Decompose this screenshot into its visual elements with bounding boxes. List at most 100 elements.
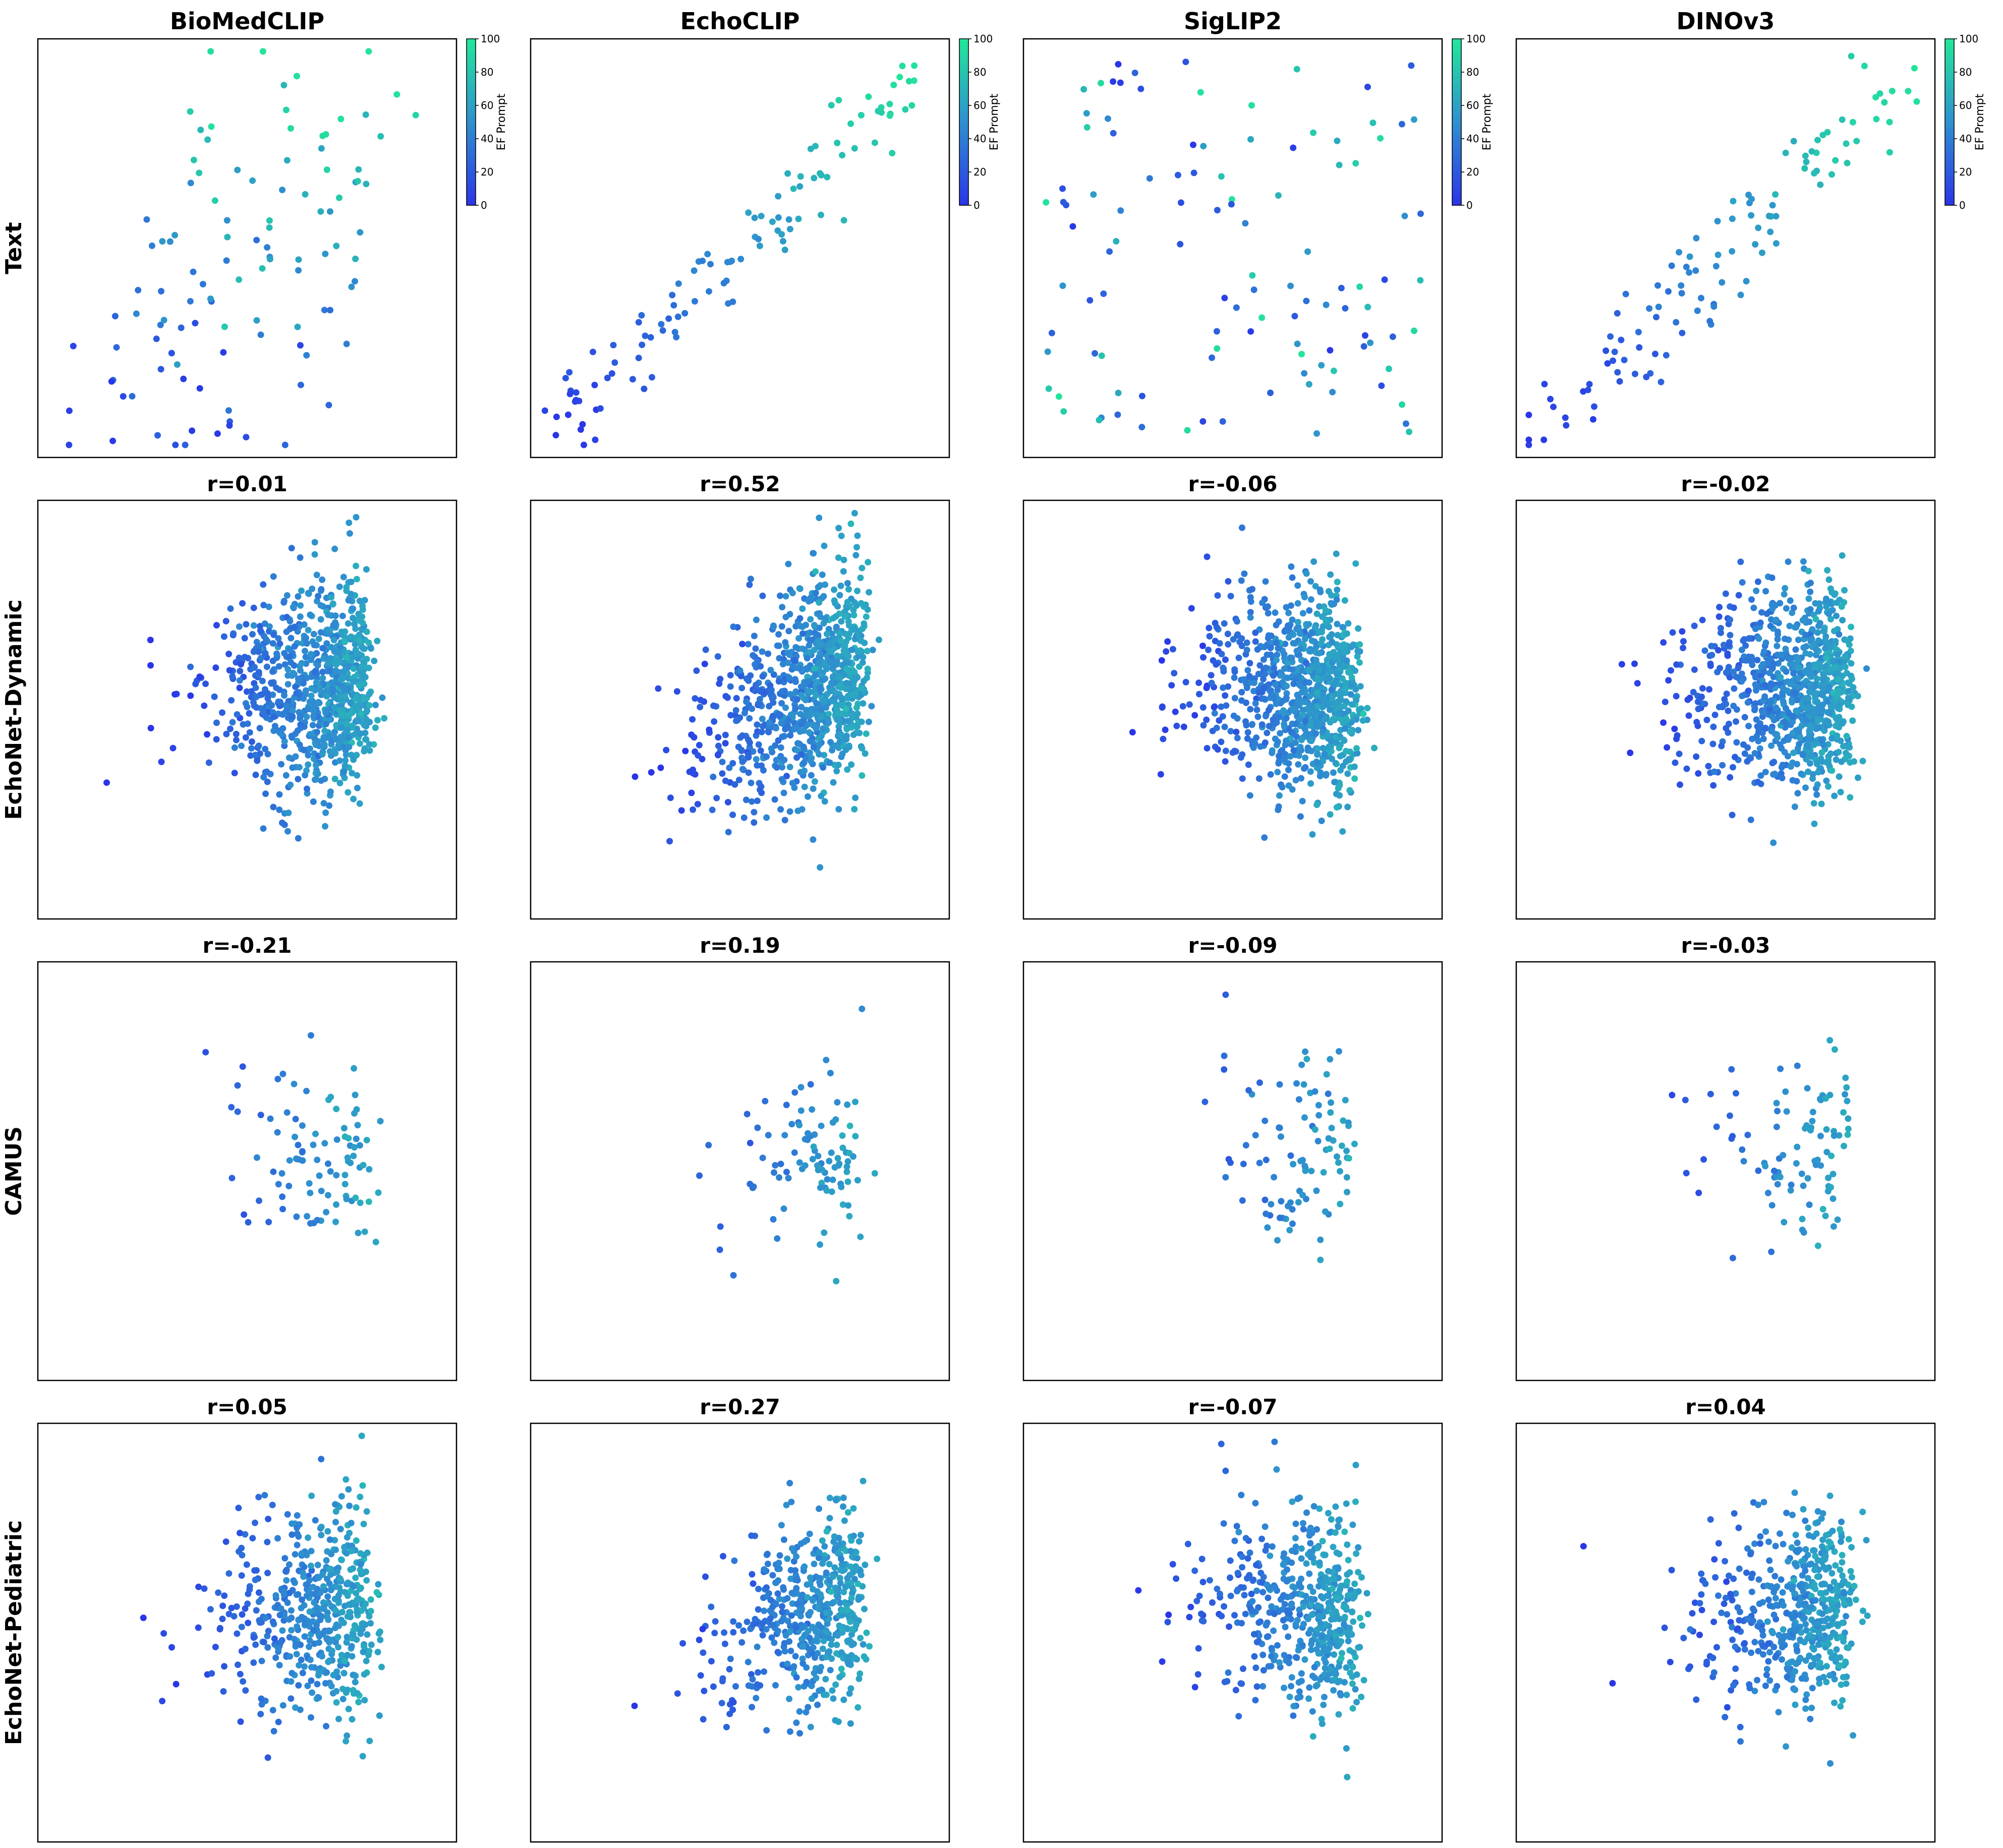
scatter-point — [357, 1142, 363, 1149]
scatter-point — [771, 796, 778, 803]
scatter-point — [1330, 716, 1337, 723]
scatter-point — [811, 778, 818, 785]
scatter-point — [1816, 724, 1823, 731]
scatter-point — [1313, 629, 1321, 637]
scatter-point — [852, 552, 860, 559]
scatter-point — [796, 1122, 803, 1129]
scatter-point — [1225, 683, 1232, 690]
scatter-point — [840, 568, 847, 575]
scatter-point — [231, 1613, 238, 1620]
scatter-point — [187, 663, 194, 670]
scatter-point — [1844, 679, 1851, 686]
scatter-point — [1767, 700, 1774, 707]
scatter-point — [66, 441, 73, 448]
scatter-point — [832, 613, 839, 620]
scatter-point — [304, 1213, 311, 1220]
scatter-point — [816, 684, 823, 691]
scatter-point — [260, 774, 267, 781]
scatter-point — [196, 673, 203, 680]
scatter-point — [236, 677, 243, 684]
scatter-point — [743, 698, 750, 705]
scatter-point — [1762, 588, 1769, 595]
scatter-point — [319, 603, 326, 610]
scatter-point — [552, 432, 559, 439]
scatter-point — [682, 747, 689, 755]
scatter-point — [293, 690, 300, 697]
scatter-point — [817, 864, 824, 871]
scatter-point — [728, 257, 735, 264]
scatter-point — [1343, 747, 1350, 755]
scatter-point — [1298, 775, 1304, 782]
scatter-point — [1351, 763, 1358, 770]
scatter-point — [845, 586, 852, 593]
scatter-point — [1325, 1090, 1332, 1098]
scatter-point — [852, 1133, 859, 1140]
scatter-point — [1352, 560, 1359, 567]
scatter-point — [864, 648, 871, 655]
scatter-point — [1759, 661, 1766, 668]
scatter-point — [1739, 1146, 1746, 1153]
scatter-point — [779, 688, 786, 695]
scatter-point — [1247, 706, 1254, 713]
scatter-point — [173, 1681, 180, 1688]
scatter-point — [1794, 790, 1801, 797]
scatter-point — [327, 1168, 334, 1175]
colorbar-tick-label: 60 — [1466, 99, 1479, 111]
scatter-point — [1610, 357, 1617, 364]
scatter-point — [1843, 1084, 1850, 1091]
scatter-point — [632, 773, 639, 780]
scatter-point — [1318, 640, 1325, 647]
scatter-point — [1313, 1187, 1320, 1194]
scatter-point — [333, 1136, 340, 1143]
scatter-point — [854, 1177, 861, 1184]
scatter-point — [1385, 365, 1392, 372]
scatter-point — [288, 1695, 295, 1702]
scatter-point — [324, 1593, 331, 1600]
scatter-point — [837, 731, 844, 738]
scatter-point — [244, 704, 251, 710]
scatter-point — [316, 1172, 323, 1179]
scatter-point — [812, 590, 819, 597]
scatter-point — [361, 722, 368, 729]
scatter-point — [1164, 638, 1171, 645]
scatter-point — [154, 432, 161, 439]
scatter-point — [1762, 725, 1769, 732]
scatter-point — [1301, 1114, 1308, 1121]
scatter-point — [862, 689, 869, 696]
scatter-point — [212, 1644, 219, 1650]
scatter-point — [604, 374, 611, 381]
scatter-point — [366, 702, 373, 709]
scatter-point — [715, 734, 722, 741]
scatter-point — [1184, 427, 1191, 434]
scatter-point — [148, 242, 155, 249]
scatter-point — [325, 1627, 332, 1634]
scatter-point — [801, 646, 808, 653]
scatter-point — [1343, 717, 1350, 724]
colorbar-tick-label: 0 — [1959, 199, 1966, 211]
scatter-point — [1356, 659, 1363, 666]
scatter-point — [1699, 616, 1706, 623]
scatter-point — [266, 217, 273, 224]
scatter-point — [1781, 718, 1788, 725]
scatter-point — [1844, 159, 1851, 166]
scatter-point — [1247, 594, 1254, 601]
scatter-point — [1678, 282, 1685, 289]
scatter-point — [1327, 571, 1334, 578]
scatter-point — [1844, 1098, 1851, 1105]
scatter-point — [242, 1687, 249, 1694]
scatter-point — [835, 762, 842, 769]
scatter-point — [1694, 307, 1701, 314]
scatter-point — [659, 327, 666, 334]
scatter-point — [332, 1519, 339, 1526]
scatter-point — [1525, 412, 1532, 419]
scatter-point — [663, 746, 670, 754]
scatter-point — [1824, 567, 1831, 574]
scatter-point — [1792, 646, 1799, 653]
scatter-point — [332, 1501, 339, 1508]
scatter-point — [1603, 347, 1610, 354]
scatter-point — [1345, 1155, 1352, 1162]
scatter-point — [1672, 759, 1679, 766]
scatter-point — [237, 1718, 244, 1725]
scatter-point — [1793, 1160, 1800, 1167]
scatter-point — [1294, 701, 1301, 708]
